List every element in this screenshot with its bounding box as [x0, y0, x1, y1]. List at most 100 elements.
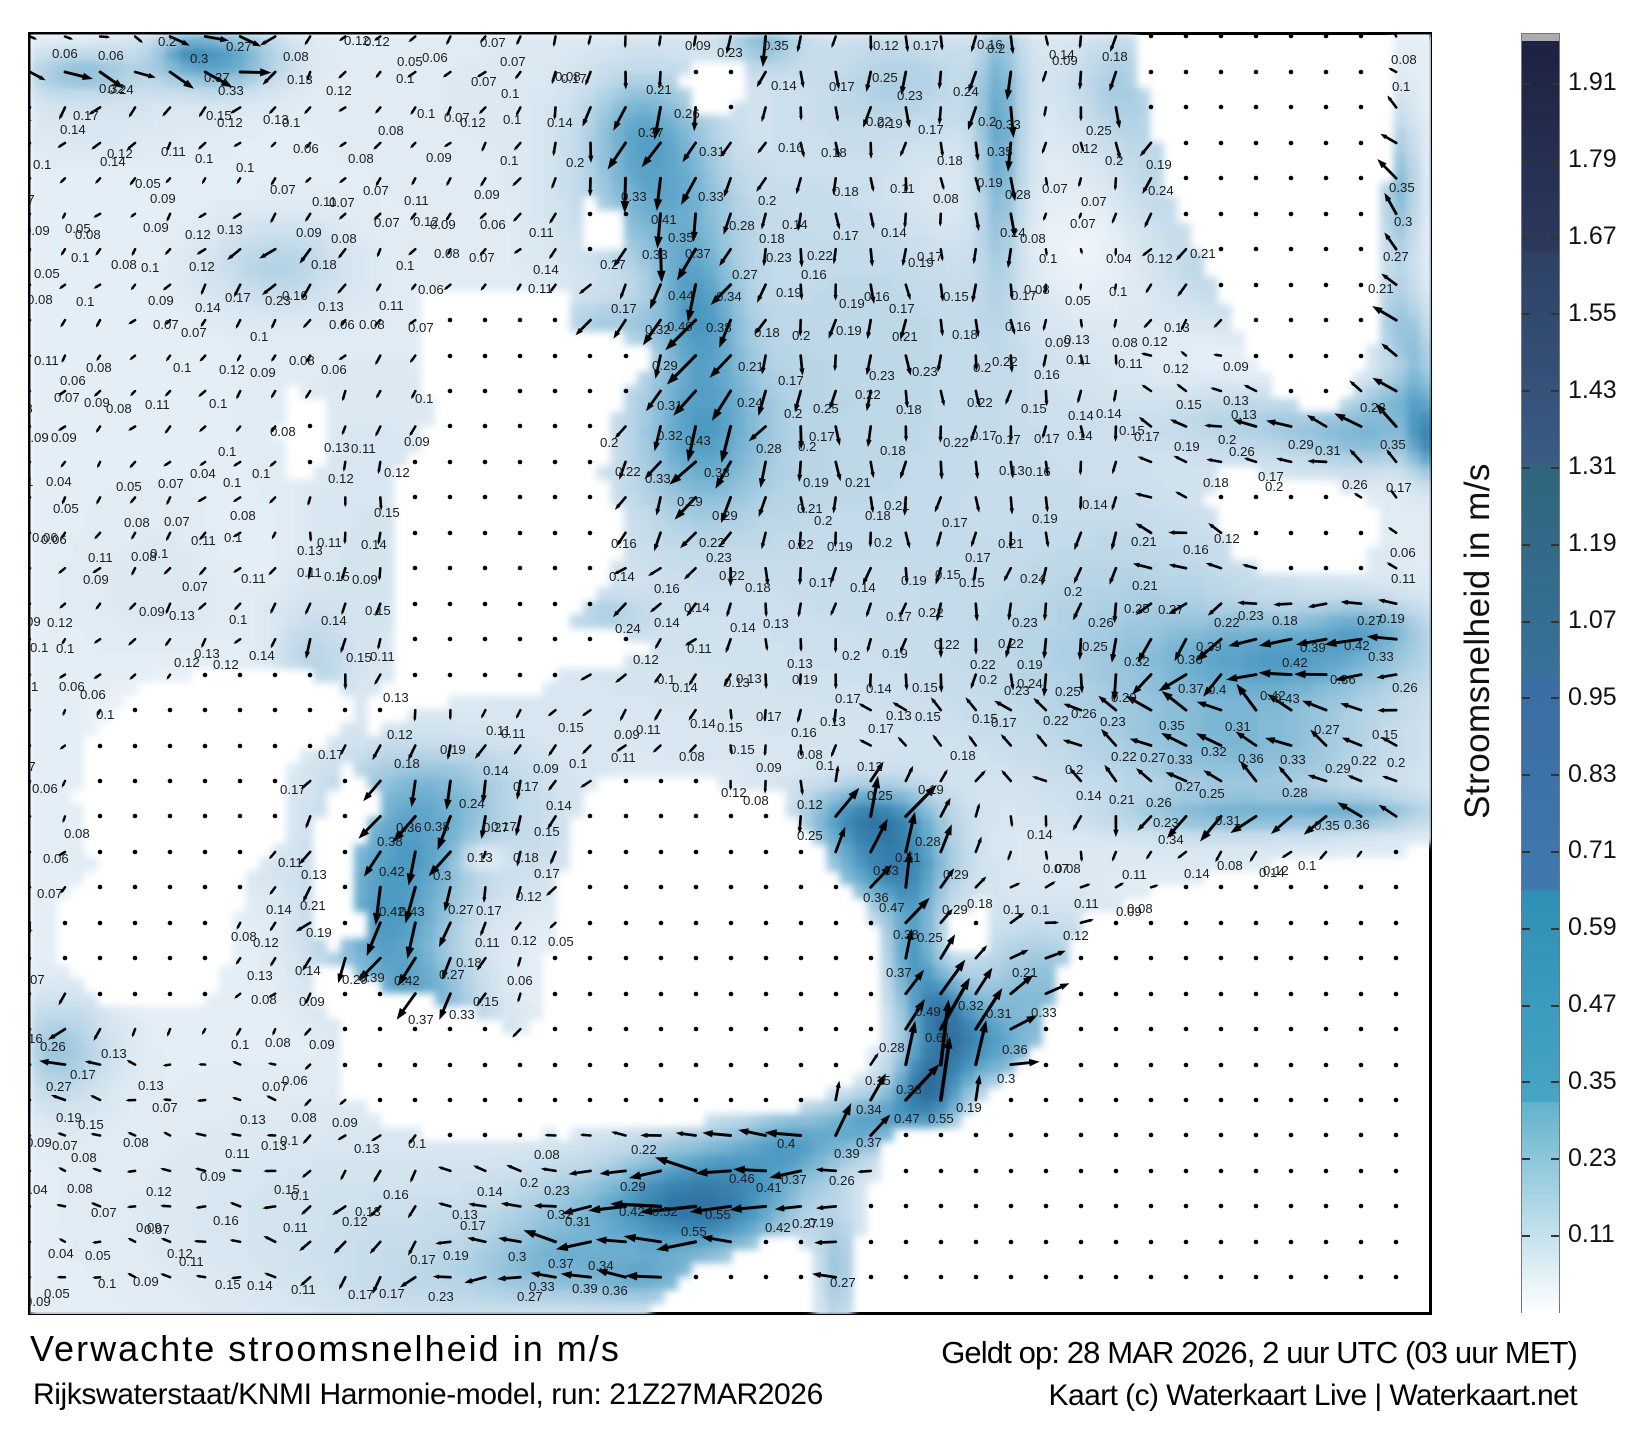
- svg-text:0.19: 0.19: [1174, 439, 1200, 454]
- svg-text:0.37: 0.37: [1178, 681, 1204, 696]
- svg-text:0.08: 0.08: [1055, 861, 1081, 876]
- svg-text:0.22: 0.22: [998, 636, 1024, 651]
- svg-text:0.1: 0.1: [195, 151, 213, 166]
- svg-text:0.29: 0.29: [943, 867, 969, 882]
- svg-text:0.29: 0.29: [1288, 437, 1314, 452]
- svg-text:0.25: 0.25: [813, 401, 839, 416]
- svg-text:0.07: 0.07: [1081, 194, 1107, 209]
- svg-text:0.25: 0.25: [1124, 601, 1150, 616]
- svg-text:0.14: 0.14: [60, 122, 86, 137]
- svg-text:0.23: 0.23: [897, 88, 923, 103]
- svg-text:0.08: 0.08: [30, 292, 53, 307]
- svg-text:0.33: 0.33: [1031, 1005, 1057, 1020]
- svg-text:0.11: 0.11: [687, 641, 712, 656]
- svg-text:0.21: 0.21: [300, 898, 326, 913]
- svg-text:0.08: 0.08: [265, 1035, 291, 1050]
- svg-text:0.32: 0.32: [1201, 744, 1227, 759]
- svg-text:0.09: 0.09: [296, 225, 322, 240]
- svg-text:0.21: 0.21: [998, 536, 1024, 551]
- svg-text:0.41: 0.41: [651, 212, 677, 227]
- svg-text:0.07: 0.07: [54, 390, 80, 405]
- svg-text:0.33: 0.33: [698, 189, 724, 204]
- svg-text:0.23: 0.23: [1100, 714, 1126, 729]
- svg-text:0.07: 0.07: [1070, 216, 1096, 231]
- svg-text:0.16: 0.16: [1183, 542, 1209, 557]
- svg-text:0.31: 0.31: [565, 1214, 591, 1229]
- svg-text:0.31: 0.31: [986, 1006, 1012, 1021]
- svg-text:0.08: 0.08: [679, 749, 705, 764]
- svg-text:0.11: 0.11: [297, 565, 322, 580]
- svg-text:0.05: 0.05: [1065, 293, 1091, 308]
- svg-text:0.11: 0.11: [317, 535, 342, 550]
- svg-text:0.13: 0.13: [324, 440, 350, 455]
- svg-text:0.14: 0.14: [1184, 866, 1210, 881]
- svg-text:0.08: 0.08: [289, 353, 315, 368]
- svg-text:0.35: 0.35: [1314, 818, 1340, 833]
- svg-text:0.21: 0.21: [1131, 534, 1157, 549]
- svg-text:0.33: 0.33: [995, 117, 1021, 132]
- svg-text:0.07: 0.07: [408, 320, 434, 335]
- svg-text:0.42: 0.42: [1282, 655, 1308, 670]
- svg-text:0.06: 0.06: [43, 851, 69, 866]
- svg-text:0.2: 0.2: [842, 648, 860, 663]
- svg-text:0.09: 0.09: [1052, 53, 1078, 68]
- svg-text:0.43: 0.43: [1274, 691, 1300, 706]
- svg-text:0.09: 0.09: [756, 760, 782, 775]
- svg-text:0.39: 0.39: [359, 970, 385, 985]
- svg-text:0.09: 0.09: [332, 1115, 358, 1130]
- svg-text:0.11: 0.11: [529, 225, 554, 240]
- svg-text:0.1: 0.1: [173, 360, 191, 375]
- svg-text:0.12: 0.12: [1063, 928, 1089, 943]
- svg-text:0.19: 0.19: [443, 1248, 469, 1263]
- svg-text:0.08: 0.08: [86, 360, 112, 375]
- svg-text:0.08: 0.08: [71, 1150, 97, 1165]
- svg-text:0.07: 0.07: [153, 317, 179, 332]
- svg-text:0.1: 0.1: [33, 157, 51, 172]
- svg-text:0.14: 0.14: [249, 648, 275, 663]
- svg-text:0.37: 0.37: [886, 965, 912, 980]
- svg-text:0.2: 0.2: [979, 672, 997, 687]
- svg-text:0.07: 0.07: [329, 195, 355, 210]
- svg-text:0.47: 0.47: [894, 1111, 920, 1126]
- svg-text:0.1: 0.1: [1031, 902, 1049, 917]
- svg-text:0.19: 0.19: [792, 672, 818, 687]
- svg-text:0.17: 0.17: [809, 429, 835, 444]
- svg-text:0.09: 0.09: [30, 1135, 52, 1150]
- svg-text:0.23: 0.23: [717, 45, 743, 60]
- svg-text:0.11: 0.11: [501, 726, 526, 741]
- svg-text:0.3: 0.3: [433, 868, 451, 883]
- svg-text:0.17: 0.17: [995, 432, 1021, 447]
- svg-text:0.24: 0.24: [737, 395, 763, 410]
- svg-text:0.07: 0.07: [158, 476, 184, 491]
- svg-text:0.1: 0.1: [224, 530, 242, 545]
- svg-text:0.11: 0.11: [379, 298, 404, 313]
- svg-text:0.2: 0.2: [784, 406, 802, 421]
- svg-text:0.21: 0.21: [884, 498, 910, 513]
- svg-text:0.1: 0.1: [98, 1276, 116, 1291]
- svg-text:0.18: 0.18: [1272, 613, 1298, 628]
- svg-text:0.28: 0.28: [1282, 785, 1308, 800]
- svg-text:0.11: 0.11: [1122, 867, 1147, 882]
- svg-text:0.18: 0.18: [745, 580, 771, 595]
- svg-text:0.23: 0.23: [766, 250, 792, 265]
- svg-text:0.35: 0.35: [987, 144, 1013, 159]
- svg-text:0.07: 0.07: [471, 74, 497, 89]
- svg-text:0.15: 0.15: [1176, 397, 1202, 412]
- svg-text:0.12: 0.12: [1163, 361, 1189, 376]
- svg-text:0.05: 0.05: [116, 479, 142, 494]
- svg-text:0.08: 0.08: [1112, 335, 1138, 350]
- svg-text:0.17: 0.17: [971, 428, 997, 443]
- svg-text:0.15: 0.15: [215, 1277, 241, 1292]
- svg-text:0.09: 0.09: [352, 572, 378, 587]
- svg-text:0.14: 0.14: [247, 1278, 273, 1293]
- svg-text:0.22: 0.22: [943, 435, 969, 450]
- svg-text:0.27: 0.27: [226, 39, 252, 54]
- svg-text:0.33: 0.33: [1368, 649, 1394, 664]
- svg-text:0.23: 0.23: [912, 364, 938, 379]
- svg-text:0.32: 0.32: [958, 998, 984, 1013]
- svg-text:0.18: 0.18: [1102, 49, 1128, 64]
- svg-text:0.19: 0.19: [882, 646, 908, 661]
- svg-text:0.49: 0.49: [667, 319, 693, 334]
- svg-text:0.1: 0.1: [30, 640, 48, 655]
- svg-text:0.09: 0.09: [200, 1169, 226, 1184]
